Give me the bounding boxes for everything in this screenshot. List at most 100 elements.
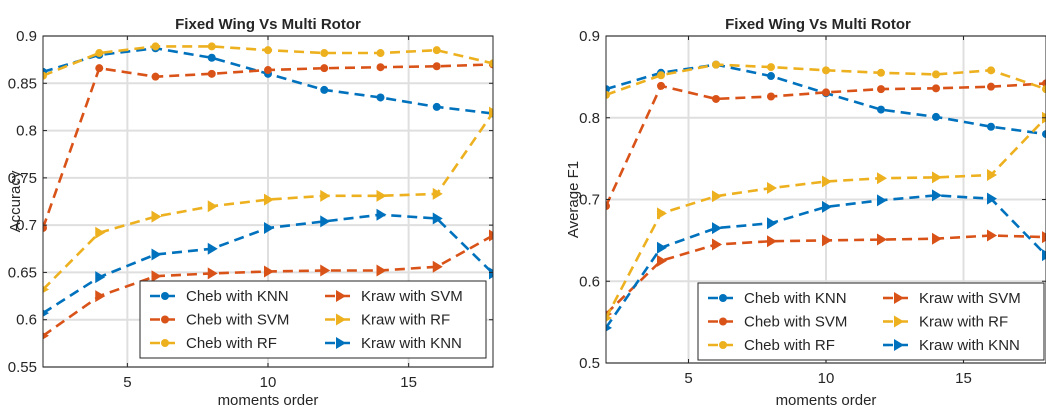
data-point (877, 194, 887, 207)
data-point (43, 71, 47, 80)
data-point (822, 200, 832, 213)
data-point (151, 42, 160, 51)
data-point (43, 332, 49, 340)
data-point (657, 254, 667, 267)
x-tick-label: 15 (400, 374, 417, 391)
data-point (264, 66, 272, 75)
legend-marker (719, 294, 727, 302)
legend-marker (894, 339, 904, 351)
series-layer (43, 42, 493, 340)
legend-label: Kraw with KNN (919, 337, 1020, 354)
data-point (432, 102, 441, 111)
data-point (767, 235, 777, 248)
chart-title: Fixed Wing Vs Multi Rotor (725, 16, 911, 33)
data-point (95, 64, 104, 73)
data-point (657, 241, 667, 254)
data-point (489, 267, 493, 280)
data-point (320, 49, 329, 58)
series-line-6 (606, 194, 1046, 329)
data-point (712, 60, 720, 69)
data-point (822, 88, 830, 97)
data-point (320, 215, 331, 228)
data-point (877, 105, 885, 114)
chart-1: 5 10 15 0.55 0.6 0.65 0.7 0.75 0.8 0.85 0.9 Fixed W… (7, 16, 494, 409)
series-line-2 (606, 82, 1046, 207)
data-point (767, 92, 775, 101)
data-point (43, 285, 49, 294)
data-point (712, 222, 722, 235)
data-point (932, 189, 942, 202)
data-point (822, 66, 830, 75)
chart-2: 5 10 15 0.5 0.6 0.7 0.8 0.9 Fixed Wing Vs Multi … (565, 16, 1046, 409)
data-point (151, 270, 162, 283)
data-point (432, 46, 441, 55)
legend-label: Cheb with RF (744, 337, 835, 354)
data-point (432, 62, 441, 71)
data-point (877, 85, 885, 94)
data-point (376, 189, 387, 202)
legend-marker (161, 292, 169, 300)
data-point (987, 82, 995, 91)
data-point (151, 72, 160, 81)
series-layer (606, 60, 1046, 332)
data-point (489, 106, 493, 119)
data-point (877, 68, 885, 77)
data-point (932, 70, 940, 79)
data-point (767, 217, 777, 230)
data-point (376, 49, 385, 58)
data-point (606, 324, 612, 332)
data-point (1042, 249, 1046, 262)
data-point (932, 112, 940, 121)
legend-marker (336, 313, 346, 326)
data-point (822, 175, 832, 188)
y-axis-label: Average F1 (565, 161, 582, 238)
data-point (987, 192, 997, 205)
data-point (376, 63, 385, 72)
data-point (1042, 130, 1046, 139)
data-point (1042, 231, 1046, 244)
y-tick-label: 0.6 (16, 312, 37, 329)
data-point (657, 71, 665, 80)
y-tick-label: 0.85 (8, 75, 37, 92)
legend-label: Kraw with RF (919, 314, 1008, 331)
data-point (376, 208, 387, 221)
legend-label: Cheb with RF (186, 335, 277, 352)
data-point (489, 59, 493, 68)
legend: Cheb with KNN Cheb with SVM Cheb with RF Kr… (697, 282, 1045, 361)
x-axis-label: moments order (776, 392, 877, 409)
y-tick-label: 0.65 (8, 264, 37, 281)
data-point (877, 172, 887, 185)
legend-label: Kraw with KNN (361, 335, 462, 352)
data-point (987, 66, 995, 75)
data-point (432, 212, 443, 225)
data-point (1042, 85, 1046, 94)
x-axis-label: moments order (218, 392, 319, 409)
data-point (320, 64, 329, 73)
data-point (932, 84, 940, 93)
data-point (207, 42, 216, 51)
data-point (432, 187, 443, 200)
legend-marker (719, 317, 727, 326)
data-point (932, 171, 942, 184)
data-point (712, 190, 722, 203)
series-line-5 (606, 116, 1046, 319)
data-point (822, 234, 832, 247)
data-point (657, 207, 667, 220)
y-tick-label: 0.9 (16, 28, 37, 45)
data-point (320, 189, 331, 202)
data-point (987, 122, 995, 131)
y-tick-label: 0.5 (579, 355, 600, 372)
x-tick-label: 5 (684, 370, 692, 387)
data-point (207, 242, 218, 255)
data-point (767, 182, 777, 195)
y-tick-label: 0.9 (579, 28, 600, 45)
data-point (987, 229, 997, 242)
series-line-5 (43, 111, 493, 291)
data-point (712, 238, 722, 251)
legend-box (697, 282, 1045, 361)
legend-marker (336, 290, 346, 302)
data-point (767, 72, 775, 81)
y-tick-label: 0.7 (16, 217, 37, 234)
data-point (264, 265, 274, 278)
